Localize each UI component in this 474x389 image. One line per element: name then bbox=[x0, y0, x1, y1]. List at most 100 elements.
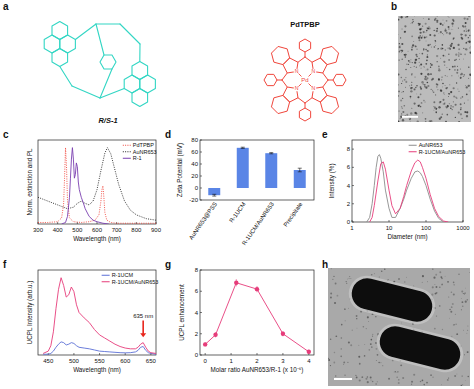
particle bbox=[396, 376, 398, 378]
particle bbox=[431, 79, 433, 81]
particle bbox=[461, 73, 463, 75]
bond bbox=[100, 69, 112, 98]
particle bbox=[437, 89, 439, 91]
particle bbox=[433, 277, 435, 279]
particle bbox=[442, 283, 443, 284]
particle bbox=[442, 329, 443, 330]
legend-label: R-1 bbox=[133, 155, 142, 161]
particle bbox=[449, 103, 450, 104]
x-tick-label: 500 bbox=[72, 227, 83, 233]
particle bbox=[415, 87, 416, 88]
bond bbox=[323, 73, 328, 80]
particle bbox=[330, 268, 332, 270]
particle bbox=[425, 121, 427, 122]
particle bbox=[399, 110, 400, 111]
particle bbox=[398, 84, 399, 85]
particle bbox=[413, 21, 414, 22]
particle bbox=[460, 34, 462, 36]
bond bbox=[305, 103, 306, 108]
particle bbox=[460, 113, 462, 115]
particle bbox=[419, 104, 420, 105]
y-tick bbox=[200, 164, 202, 165]
particle bbox=[463, 329, 465, 331]
particle bbox=[352, 330, 353, 331]
particle bbox=[398, 91, 400, 93]
particle bbox=[418, 105, 420, 107]
rod-shell bbox=[373, 320, 467, 376]
particle bbox=[413, 374, 415, 376]
bond bbox=[60, 67, 72, 87]
panel-h: h bbox=[322, 259, 470, 386]
particle bbox=[396, 371, 398, 373]
particle bbox=[439, 102, 441, 104]
particle bbox=[402, 81, 403, 82]
y-tick bbox=[200, 312, 202, 313]
particle bbox=[399, 45, 401, 47]
particle bbox=[444, 102, 446, 104]
particle bbox=[456, 373, 458, 375]
particle bbox=[464, 111, 466, 113]
y-tick-label: 40 bbox=[191, 161, 198, 167]
x-tick-label: 100 bbox=[421, 225, 432, 231]
particle bbox=[434, 42, 436, 44]
x-axis-label: Wavelength (nm) bbox=[73, 366, 121, 374]
particle bbox=[442, 44, 443, 45]
particle bbox=[420, 32, 422, 34]
particle bbox=[448, 59, 450, 61]
particle bbox=[381, 271, 383, 273]
particle bbox=[411, 35, 413, 37]
particle bbox=[468, 99, 469, 100]
particle bbox=[468, 29, 469, 30]
particle bbox=[465, 22, 467, 24]
atom-bg bbox=[294, 69, 300, 75]
particle bbox=[458, 58, 460, 60]
panel-letter: b bbox=[391, 1, 397, 12]
particle bbox=[400, 16, 402, 18]
particle bbox=[446, 106, 448, 108]
particle bbox=[399, 17, 400, 18]
particle bbox=[443, 61, 445, 63]
error-cap bbox=[298, 171, 302, 172]
series-line bbox=[43, 342, 156, 354]
particle bbox=[420, 86, 422, 88]
particle bbox=[411, 87, 412, 88]
y-tick-label: 2 bbox=[347, 201, 351, 207]
particle bbox=[438, 48, 439, 49]
particle bbox=[410, 87, 412, 89]
particle bbox=[359, 379, 361, 381]
particle bbox=[415, 112, 417, 114]
particle bbox=[400, 364, 402, 366]
y-tick-label: 20 bbox=[191, 173, 198, 179]
panel-letter: c bbox=[3, 129, 9, 140]
panel-letter: g bbox=[165, 259, 171, 270]
particle bbox=[433, 101, 435, 103]
particle bbox=[460, 68, 461, 69]
particle bbox=[449, 32, 451, 34]
particle bbox=[415, 45, 417, 47]
particle bbox=[466, 111, 468, 113]
y-axis-label: UCPL Intensity (arb.u.) bbox=[26, 281, 34, 345]
particle bbox=[404, 79, 406, 81]
particle bbox=[453, 38, 455, 40]
particle bbox=[445, 49, 447, 51]
particle bbox=[427, 27, 429, 29]
x-tick-label: 4 bbox=[307, 358, 311, 364]
particle bbox=[466, 86, 468, 88]
particle bbox=[423, 66, 425, 68]
particle bbox=[415, 59, 417, 61]
particle bbox=[418, 37, 420, 39]
particle bbox=[400, 100, 402, 102]
panel-f: f450500550600650Wavelength (nm)UCPL Inte… bbox=[3, 259, 158, 374]
particle bbox=[460, 109, 462, 111]
particle bbox=[446, 32, 448, 34]
particle bbox=[401, 28, 403, 30]
particle bbox=[412, 44, 414, 46]
particle bbox=[356, 318, 357, 319]
particle bbox=[435, 111, 436, 112]
particle bbox=[457, 44, 459, 46]
particle bbox=[427, 73, 429, 75]
particle bbox=[440, 101, 442, 103]
nanorod bbox=[345, 272, 439, 328]
bond bbox=[120, 24, 140, 44]
particle bbox=[438, 33, 440, 35]
